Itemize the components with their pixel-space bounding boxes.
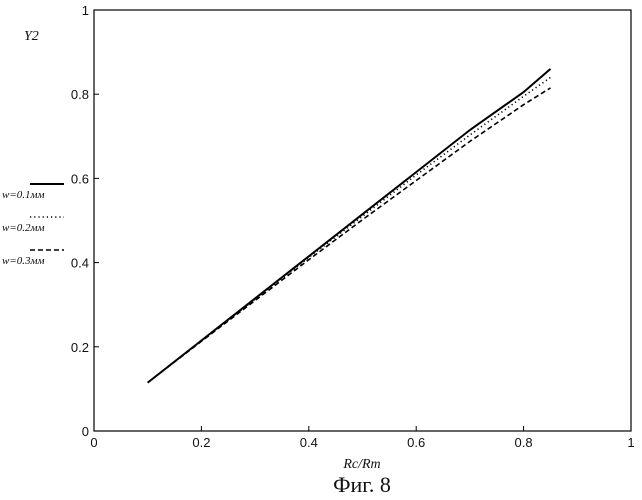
series-line-3: [148, 88, 551, 383]
x-tick-label: 0.4: [300, 435, 318, 450]
y-tick-label: 0.6: [71, 171, 89, 186]
y-tick-label: 0.8: [71, 87, 89, 102]
figure-caption: Фиг. 8: [333, 472, 391, 497]
legend-label-2: w=0.2мм: [2, 222, 45, 234]
y-tick-label: 0: [82, 424, 89, 439]
y-tick-label: 1: [82, 3, 89, 18]
x-axis-label: Rc/Rm: [342, 457, 380, 472]
legend: w=0.1мм w=0.2мм w=0.3мм: [2, 184, 64, 267]
y-tick-label: 0.2: [71, 340, 89, 355]
x-tick-label: 1: [627, 435, 634, 450]
legend-label-3: w=0.3мм: [2, 255, 45, 267]
x-tick-label: 0.2: [192, 435, 210, 450]
x-tick-label: 0.6: [407, 435, 425, 450]
plot-frame: [94, 10, 631, 431]
series-layer: [148, 69, 551, 383]
x-tick-label: 0.8: [515, 435, 533, 450]
legend-label-1: w=0.1мм: [2, 189, 45, 201]
y-tick-label: 0.4: [71, 256, 89, 271]
y-axis-label: Y2: [24, 29, 39, 44]
x-tick-label: 0: [90, 435, 97, 450]
